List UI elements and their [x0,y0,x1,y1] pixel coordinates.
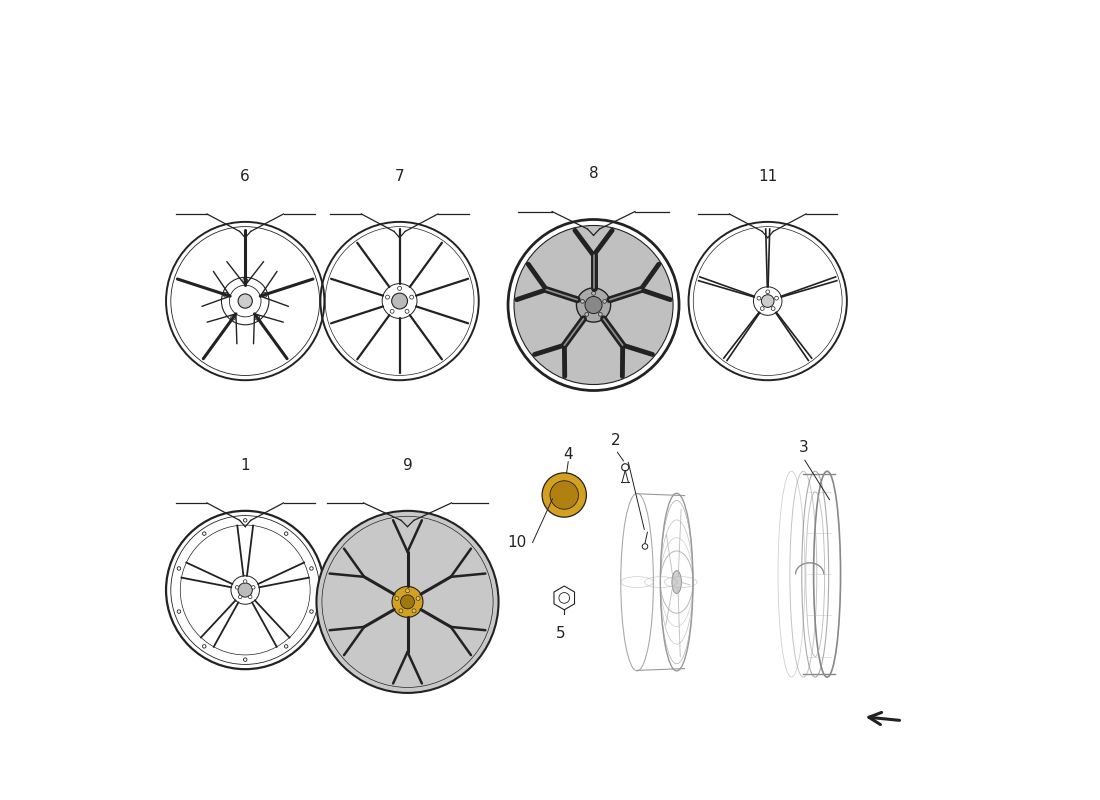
Circle shape [397,286,401,290]
Circle shape [285,645,288,648]
Text: 8: 8 [588,166,598,182]
Circle shape [255,315,260,320]
Circle shape [514,226,673,385]
Circle shape [243,580,248,583]
Circle shape [310,610,314,614]
Ellipse shape [672,570,681,594]
Circle shape [235,586,239,589]
Circle shape [760,306,764,310]
Text: 10: 10 [507,535,526,550]
Circle shape [576,288,610,322]
Circle shape [771,306,775,310]
Circle shape [392,293,407,309]
Circle shape [405,310,409,314]
Circle shape [585,313,588,316]
Circle shape [310,566,314,570]
Circle shape [757,296,761,300]
Text: 7: 7 [395,169,405,184]
Circle shape [400,595,415,609]
Circle shape [390,310,394,314]
Text: 3: 3 [799,441,808,455]
Circle shape [239,595,242,598]
Circle shape [263,292,267,297]
Circle shape [231,315,235,320]
Circle shape [317,511,498,693]
Circle shape [177,610,180,614]
Circle shape [238,294,252,308]
Circle shape [243,278,248,283]
Circle shape [238,583,252,597]
Text: 1: 1 [241,458,250,473]
Circle shape [249,595,252,598]
Circle shape [285,532,288,535]
Circle shape [581,299,584,303]
Text: 11: 11 [758,169,778,184]
Circle shape [774,296,779,300]
Circle shape [252,586,255,589]
Circle shape [202,532,206,535]
Circle shape [412,609,416,613]
Circle shape [223,292,228,297]
Circle shape [243,658,248,662]
Circle shape [598,313,603,316]
Circle shape [395,597,399,601]
Circle shape [585,297,602,314]
Text: 6: 6 [240,169,250,184]
Circle shape [202,645,206,648]
Circle shape [592,291,595,295]
Circle shape [399,609,403,613]
Circle shape [386,295,389,299]
Circle shape [406,589,409,593]
Text: 9: 9 [403,458,412,473]
Text: 2: 2 [610,433,620,447]
Text: 5: 5 [556,626,565,641]
Circle shape [761,294,774,307]
Circle shape [243,518,248,522]
Circle shape [766,290,770,294]
Circle shape [416,597,420,601]
Circle shape [177,566,180,570]
Circle shape [542,473,586,517]
Circle shape [550,481,579,510]
Text: 4: 4 [563,446,573,462]
Circle shape [392,586,424,618]
Circle shape [603,299,606,303]
Circle shape [409,295,414,299]
